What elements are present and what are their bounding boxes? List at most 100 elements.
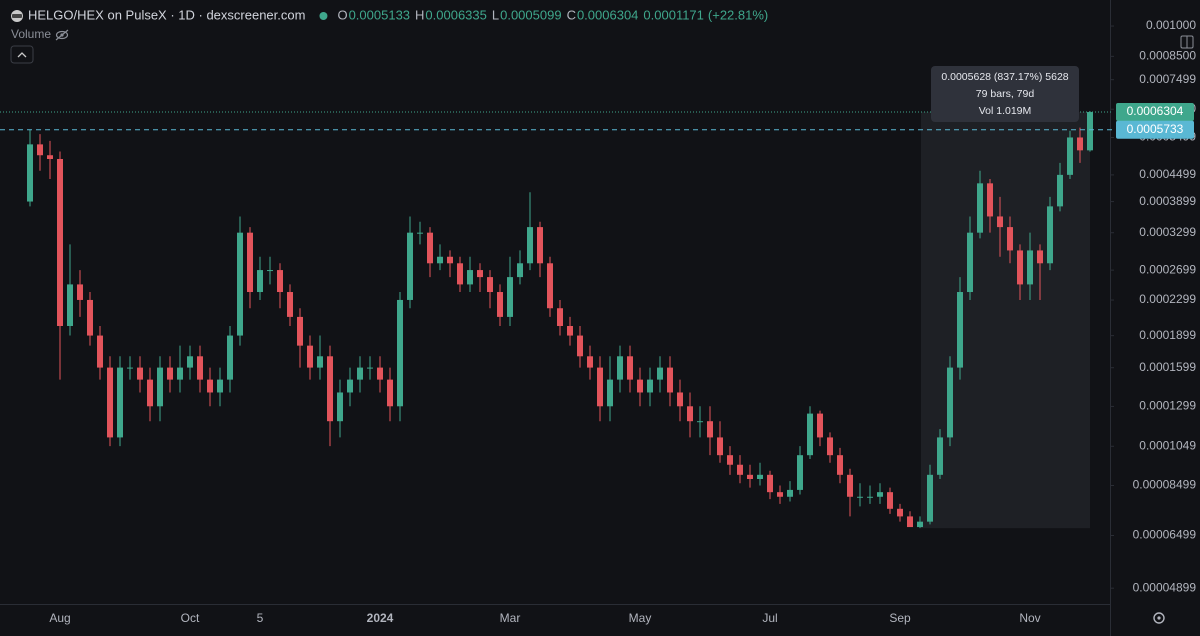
- y-tick-label: 0.0002699: [1139, 262, 1196, 276]
- layout-icon[interactable]: [1180, 35, 1194, 49]
- candle-body: [617, 356, 623, 380]
- candle-body: [297, 316, 303, 346]
- candle-body: [597, 367, 603, 407]
- candle-body: [577, 335, 583, 357]
- candle-body: [947, 367, 953, 438]
- candle-body: [1067, 137, 1073, 175]
- y-tick-label: 0.0002299: [1139, 292, 1196, 306]
- candle-body: [1057, 174, 1063, 207]
- change-value: 0.0001171: [643, 7, 704, 22]
- candle-body: [547, 263, 553, 309]
- x-tick-label: May: [629, 611, 652, 625]
- candle-body: [307, 345, 313, 368]
- candle-body: [667, 367, 673, 393]
- candle-body: [337, 392, 343, 422]
- candle-body: [1087, 112, 1093, 151]
- candle-body: [357, 367, 363, 380]
- candle-body: [227, 335, 233, 380]
- y-tick-label: 0.0003899: [1139, 194, 1196, 208]
- visibility-icon[interactable]: [55, 29, 69, 41]
- candle-body: [137, 367, 143, 380]
- symbol-title: HELGO/HEX on PulseX · 1D · dexscreener.c…: [28, 7, 305, 22]
- candle-body: [277, 270, 283, 293]
- candle-body: [387, 379, 393, 407]
- candle-body: [27, 144, 33, 202]
- candle-body: [897, 508, 903, 517]
- candle-body: [557, 308, 563, 326]
- collapse-button[interactable]: [10, 45, 34, 64]
- candle-body: [77, 284, 83, 300]
- candle-body: [877, 492, 883, 497]
- candle-body: [377, 367, 383, 380]
- candle-body: [937, 437, 943, 475]
- price-tag-label: 0.0006304: [1127, 104, 1184, 118]
- candle-body: [607, 379, 613, 407]
- candle-body: [407, 232, 413, 300]
- candle-body: [197, 356, 203, 380]
- x-tick-label: 5: [257, 611, 264, 625]
- candle-body: [777, 492, 783, 497]
- y-tick-label: 0.0003299: [1139, 225, 1196, 239]
- candle-body: [637, 379, 643, 393]
- measure-tooltip-line: Vol 1.019M: [979, 105, 1032, 117]
- legend-header: HELGO/HEX on PulseX · 1D · dexscreener.c…: [10, 7, 768, 64]
- overlays: 0.0006304 0.0005733 0.0005628 (837.17%) 56…: [0, 66, 1194, 139]
- candle-body: [687, 406, 693, 422]
- candle-body: [1007, 227, 1013, 251]
- y-tick-label: 0.00006499: [1133, 528, 1197, 542]
- y-tick-label: 0.0001599: [1139, 360, 1196, 374]
- ohlc-value: 0.0005099: [500, 7, 561, 22]
- candle-body: [87, 299, 93, 336]
- candle-body: [497, 292, 503, 317]
- price-tag: [1116, 120, 1194, 139]
- candle-body: [857, 496, 863, 498]
- y-tick-label: 0.0001299: [1139, 399, 1196, 413]
- y-tick-label: 0.00008499: [1133, 478, 1197, 492]
- candle-body: [127, 367, 133, 369]
- candle-body: [157, 367, 163, 407]
- candle-body: [927, 474, 933, 522]
- y-tick-label: 0.001000: [1146, 18, 1196, 32]
- ohlc-key: L: [492, 7, 499, 22]
- candle-body: [867, 496, 873, 498]
- candle-body: [187, 356, 193, 368]
- x-tick-label: Mar: [500, 611, 521, 625]
- candle-body: [257, 270, 263, 293]
- candle-body: [757, 474, 763, 480]
- candle-body: [767, 474, 773, 493]
- candle-body: [1077, 137, 1083, 151]
- candle-body: [467, 270, 473, 285]
- candle-body: [107, 367, 113, 438]
- candle-body: [967, 232, 973, 293]
- candle-body: [217, 379, 223, 393]
- measure-layer: [921, 112, 1090, 529]
- measure-tooltip-line: 79 bars, 79d: [976, 88, 1035, 100]
- x-tick-label: Aug: [49, 611, 70, 625]
- candle-body: [347, 379, 353, 393]
- candle-body: [327, 356, 333, 422]
- candle-body: [477, 270, 483, 278]
- candle-body: [57, 158, 63, 326]
- candle-body: [247, 232, 253, 293]
- change-percent: (+22.81%): [708, 7, 768, 22]
- candle-body: [47, 155, 53, 159]
- candle-body: [167, 367, 173, 380]
- candle-body: [177, 367, 183, 380]
- y-tick-label: 0.0008500: [1139, 49, 1196, 63]
- candle-body: [747, 474, 753, 480]
- candle-body: [527, 227, 533, 264]
- candle-body: [427, 232, 433, 264]
- ohlc-key: C: [567, 7, 576, 22]
- candle-body: [1037, 250, 1043, 264]
- candle-body: [367, 367, 373, 369]
- candle-body: [787, 489, 793, 497]
- candle-body: [697, 421, 703, 423]
- candle-body: [1017, 250, 1023, 285]
- candle-body: [537, 227, 543, 264]
- candle-body: [397, 299, 403, 407]
- candle-body: [627, 356, 633, 380]
- timezone-settings[interactable]: [1153, 612, 1165, 624]
- candle-body: [507, 277, 513, 317]
- x-tick-label: Nov: [1019, 611, 1040, 625]
